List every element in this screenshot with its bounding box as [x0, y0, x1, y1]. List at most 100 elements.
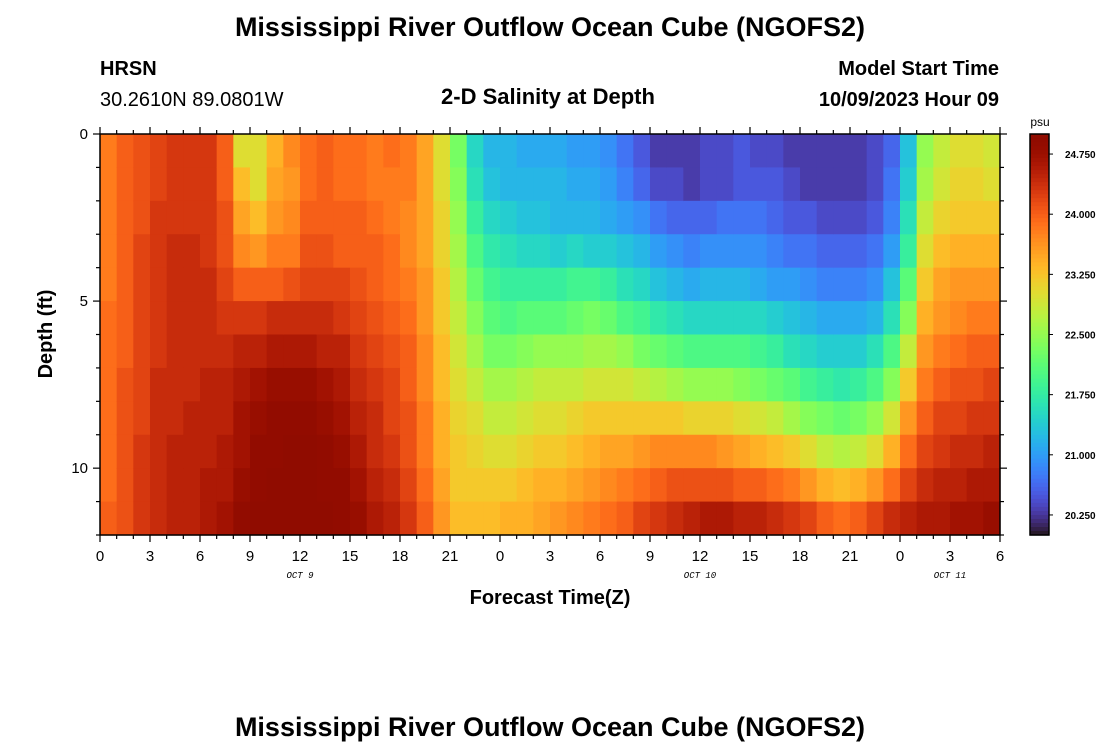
heatmap-cell: [633, 301, 651, 336]
heatmap-cell: [450, 468, 468, 503]
x-tick-label: 0: [896, 548, 904, 565]
heatmap-cell: [383, 301, 401, 336]
heatmap-cell: [766, 501, 784, 536]
heatmap-cell: [716, 334, 734, 369]
heatmap-cell: [866, 134, 884, 169]
colorbar-tick-label: 21.750: [1065, 391, 1096, 402]
heatmap-cell: [500, 234, 518, 269]
heatmap-cell: [233, 367, 251, 402]
heatmap-cell: [966, 468, 984, 503]
heatmap-cell: [866, 200, 884, 235]
x-tick-label: 9: [246, 548, 254, 565]
heatmap-cell: [516, 267, 534, 302]
heatmap-cell: [933, 501, 951, 536]
heatmap-cell: [116, 234, 134, 269]
heatmap-cell: [900, 434, 918, 469]
heatmap-cell: [366, 200, 384, 235]
heatmap-cell: [666, 267, 684, 302]
heatmap-cell: [716, 134, 734, 169]
heatmap-cell: [133, 234, 151, 269]
colorbar-step: [1030, 298, 1049, 304]
heatmap-cell: [683, 501, 701, 536]
heatmap-cell: [433, 434, 451, 469]
heatmap-cell: [300, 401, 318, 436]
heatmap-cell: [533, 468, 551, 503]
colorbar-step: [1030, 326, 1049, 332]
heatmap-cell: [533, 334, 551, 369]
heatmap-cell: [883, 267, 901, 302]
heatmap-cell: [966, 134, 984, 169]
heatmap-cell: [266, 401, 284, 436]
colorbar-step: [1030, 370, 1049, 376]
heatmap-cell: [550, 434, 568, 469]
heatmap-cell: [916, 200, 934, 235]
heatmap-cell: [183, 501, 201, 536]
heatmap-cell: [383, 267, 401, 302]
heatmap-cell: [450, 134, 468, 169]
heatmap-cell: [650, 401, 668, 436]
colorbar-step: [1030, 254, 1049, 259]
heatmap-cell: [466, 334, 484, 369]
heatmap-cell: [916, 234, 934, 269]
colorbar-step: [1030, 210, 1049, 215]
heatmap-cell: [933, 468, 951, 503]
colorbar-step: [1030, 502, 1049, 508]
heatmap-cell: [266, 167, 284, 202]
heatmap-cell: [900, 401, 918, 436]
colorbar-step: [1030, 350, 1049, 356]
heatmap-cell: [133, 434, 151, 469]
heatmap-cell: [666, 301, 684, 336]
model-start-label: Model Start Time: [838, 58, 999, 80]
heatmap-cell: [900, 334, 918, 369]
heatmap-cell: [516, 234, 534, 269]
heatmap-cell: [500, 434, 518, 469]
colorbar-step: [1030, 310, 1049, 316]
heatmap-cell: [366, 234, 384, 269]
heatmap-cell: [633, 468, 651, 503]
colorbar-step: [1030, 242, 1049, 247]
heatmap-cell: [300, 434, 318, 469]
heatmap-cell: [800, 401, 818, 436]
heatmap-cell: [800, 301, 818, 336]
heatmap-cell: [600, 301, 618, 336]
heatmap-cell: [516, 301, 534, 336]
heatmap-cell: [166, 267, 184, 302]
heatmap-cell: [116, 367, 134, 402]
heatmap-cell: [166, 200, 184, 235]
heatmap-cell: [616, 234, 634, 269]
heatmap-cell: [200, 267, 218, 302]
heatmap-cell: [800, 134, 818, 169]
heatmap-cell: [350, 501, 368, 536]
heatmap-cell: [500, 167, 518, 202]
heatmap-cell: [483, 434, 501, 469]
day-label: OCT 11: [934, 571, 966, 581]
heatmap-cell: [133, 301, 151, 336]
heatmap-cell: [733, 434, 751, 469]
heatmap-cell: [316, 468, 334, 503]
heatmap-cell: [350, 434, 368, 469]
heatmap-cell: [933, 267, 951, 302]
heatmap-cell: [833, 167, 851, 202]
heatmap-cell: [883, 434, 901, 469]
heatmap-cell: [350, 334, 368, 369]
heatmap-cell: [366, 301, 384, 336]
colorbar-step: [1030, 498, 1049, 504]
colorbar-step: [1030, 134, 1049, 139]
heatmap-cell: [116, 200, 134, 235]
colorbar-step: [1030, 234, 1049, 239]
heatmap-cell: [100, 334, 118, 369]
heatmap-cell: [783, 501, 801, 536]
heatmap-cell: [300, 167, 318, 202]
colorbar-step: [1030, 146, 1049, 151]
heatmap-cell: [483, 334, 501, 369]
heatmap-cell: [700, 134, 718, 169]
heatmap-cell: [250, 301, 268, 336]
heatmap-cell: [566, 334, 584, 369]
heatmap-cell: [816, 334, 834, 369]
heatmap-cell: [616, 468, 634, 503]
heatmap-cell: [250, 468, 268, 503]
heatmap-cell: [550, 501, 568, 536]
heatmap-cell: [500, 301, 518, 336]
heatmap-cell: [716, 267, 734, 302]
heatmap-cell: [833, 501, 851, 536]
